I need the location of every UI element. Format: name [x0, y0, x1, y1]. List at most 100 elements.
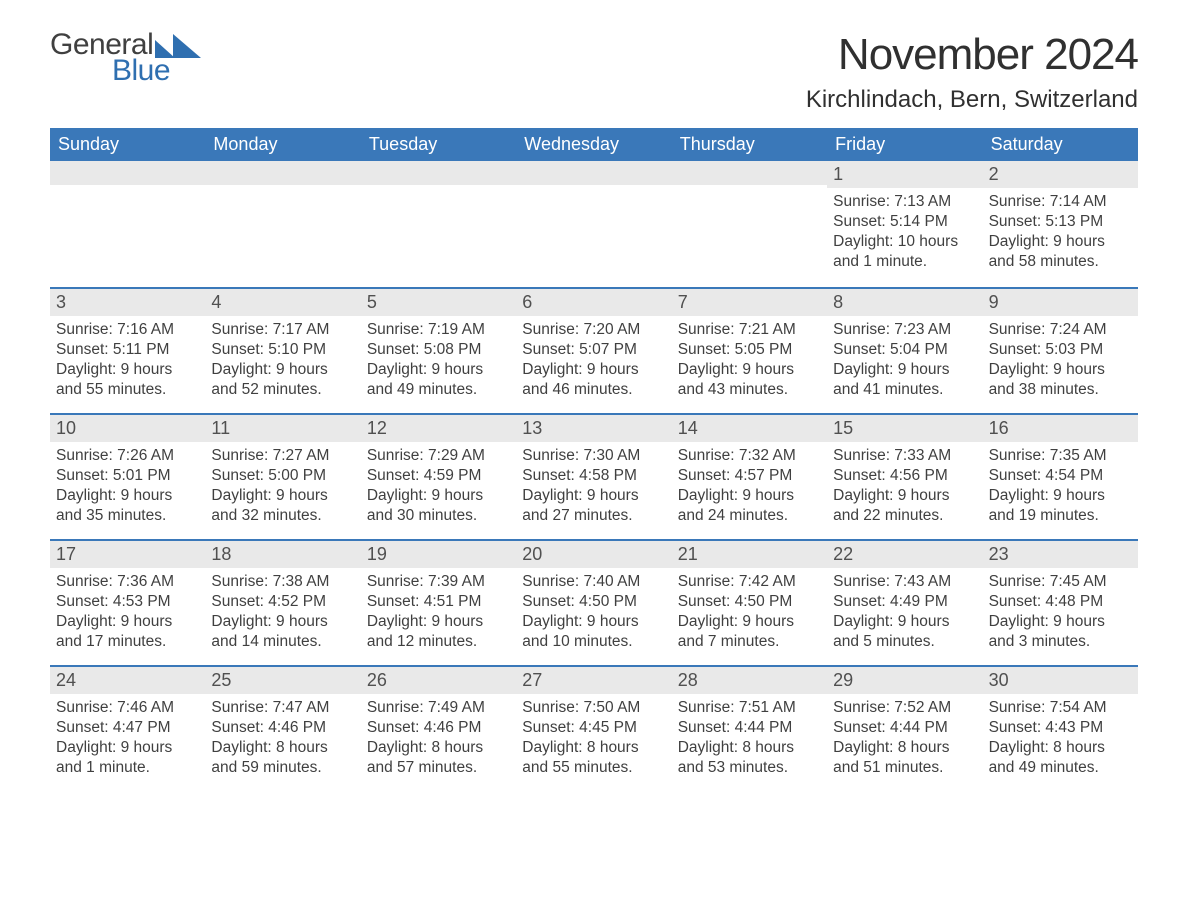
day-number: 2 — [983, 161, 1138, 188]
daylight-line: Daylight: 9 hours and 35 minutes. — [56, 486, 199, 526]
calendar-cell: 15Sunrise: 7:33 AMSunset: 4:56 PMDayligh… — [827, 413, 982, 539]
daylight-line: Daylight: 8 hours and 53 minutes. — [678, 738, 821, 778]
day-number: 26 — [361, 667, 516, 694]
day-number — [361, 161, 516, 185]
calendar-cell: 13Sunrise: 7:30 AMSunset: 4:58 PMDayligh… — [516, 413, 671, 539]
calendar-cell: 9Sunrise: 7:24 AMSunset: 5:03 PMDaylight… — [983, 287, 1138, 413]
logo-triangle-icon — [173, 34, 201, 58]
day-number: 9 — [983, 289, 1138, 316]
day-number: 17 — [50, 541, 205, 568]
daylight-line: Daylight: 9 hours and 27 minutes. — [522, 486, 665, 526]
sunset-line: Sunset: 5:04 PM — [833, 340, 976, 360]
calendar-cell-empty — [516, 161, 671, 287]
sunset-line: Sunset: 5:01 PM — [56, 466, 199, 486]
weekday-header: Saturday — [983, 128, 1138, 161]
month-title: November 2024 — [806, 30, 1138, 80]
sunrise-line: Sunrise: 7:26 AM — [56, 446, 199, 466]
daylight-line: Daylight: 9 hours and 49 minutes. — [367, 360, 510, 400]
logo: General Blue — [50, 30, 201, 86]
weekday-header: Monday — [205, 128, 360, 161]
calendar-cell: 4Sunrise: 7:17 AMSunset: 5:10 PMDaylight… — [205, 287, 360, 413]
sunrise-line: Sunrise: 7:14 AM — [989, 192, 1132, 212]
sunrise-line: Sunrise: 7:19 AM — [367, 320, 510, 340]
sunrise-line: Sunrise: 7:50 AM — [522, 698, 665, 718]
sunrise-line: Sunrise: 7:52 AM — [833, 698, 976, 718]
daylight-line: Daylight: 9 hours and 19 minutes. — [989, 486, 1132, 526]
daylight-line: Daylight: 8 hours and 59 minutes. — [211, 738, 354, 778]
sunset-line: Sunset: 4:58 PM — [522, 466, 665, 486]
day-number — [672, 161, 827, 185]
sunset-line: Sunset: 4:47 PM — [56, 718, 199, 738]
day-number: 19 — [361, 541, 516, 568]
calendar-cell-empty — [205, 161, 360, 287]
daylight-line: Daylight: 9 hours and 7 minutes. — [678, 612, 821, 652]
day-number: 23 — [983, 541, 1138, 568]
sunrise-line: Sunrise: 7:47 AM — [211, 698, 354, 718]
daylight-line: Daylight: 9 hours and 38 minutes. — [989, 360, 1132, 400]
daylight-line: Daylight: 8 hours and 57 minutes. — [367, 738, 510, 778]
weekday-header: Tuesday — [361, 128, 516, 161]
daylight-line: Daylight: 9 hours and 17 minutes. — [56, 612, 199, 652]
day-number: 16 — [983, 415, 1138, 442]
sunrise-line: Sunrise: 7:40 AM — [522, 572, 665, 592]
sunset-line: Sunset: 5:11 PM — [56, 340, 199, 360]
day-number: 14 — [672, 415, 827, 442]
daylight-line: Daylight: 9 hours and 30 minutes. — [367, 486, 510, 526]
calendar-cell: 23Sunrise: 7:45 AMSunset: 4:48 PMDayligh… — [983, 539, 1138, 665]
weekday-header: Wednesday — [516, 128, 671, 161]
day-number: 24 — [50, 667, 205, 694]
sunset-line: Sunset: 4:51 PM — [367, 592, 510, 612]
calendar-cell: 7Sunrise: 7:21 AMSunset: 5:05 PMDaylight… — [672, 287, 827, 413]
day-number: 28 — [672, 667, 827, 694]
calendar-cell: 18Sunrise: 7:38 AMSunset: 4:52 PMDayligh… — [205, 539, 360, 665]
sunrise-line: Sunrise: 7:43 AM — [833, 572, 976, 592]
day-number: 10 — [50, 415, 205, 442]
day-number: 12 — [361, 415, 516, 442]
sunset-line: Sunset: 5:07 PM — [522, 340, 665, 360]
calendar-cell: 27Sunrise: 7:50 AMSunset: 4:45 PMDayligh… — [516, 665, 671, 791]
calendar-cell: 28Sunrise: 7:51 AMSunset: 4:44 PMDayligh… — [672, 665, 827, 791]
sunrise-line: Sunrise: 7:33 AM — [833, 446, 976, 466]
weekday-header: Friday — [827, 128, 982, 161]
sunset-line: Sunset: 4:59 PM — [367, 466, 510, 486]
daylight-line: Daylight: 9 hours and 5 minutes. — [833, 612, 976, 652]
calendar-cell-empty — [672, 161, 827, 287]
daylight-line: Daylight: 8 hours and 49 minutes. — [989, 738, 1132, 778]
day-number: 22 — [827, 541, 982, 568]
sunrise-line: Sunrise: 7:20 AM — [522, 320, 665, 340]
daylight-line: Daylight: 9 hours and 24 minutes. — [678, 486, 821, 526]
day-number: 30 — [983, 667, 1138, 694]
sunset-line: Sunset: 4:44 PM — [678, 718, 821, 738]
daylight-line: Daylight: 10 hours and 1 minute. — [833, 232, 976, 272]
calendar-cell: 5Sunrise: 7:19 AMSunset: 5:08 PMDaylight… — [361, 287, 516, 413]
title-block: November 2024 Kirchlindach, Bern, Switze… — [806, 30, 1138, 114]
daylight-line: Daylight: 9 hours and 10 minutes. — [522, 612, 665, 652]
daylight-line: Daylight: 9 hours and 32 minutes. — [211, 486, 354, 526]
header: General Blue November 2024 Kirchlindach,… — [50, 30, 1138, 114]
daylight-line: Daylight: 9 hours and 41 minutes. — [833, 360, 976, 400]
sunrise-line: Sunrise: 7:32 AM — [678, 446, 821, 466]
calendar-cell: 30Sunrise: 7:54 AMSunset: 4:43 PMDayligh… — [983, 665, 1138, 791]
sunset-line: Sunset: 4:50 PM — [522, 592, 665, 612]
day-number: 20 — [516, 541, 671, 568]
sunset-line: Sunset: 4:49 PM — [833, 592, 976, 612]
sunrise-line: Sunrise: 7:24 AM — [989, 320, 1132, 340]
day-number: 8 — [827, 289, 982, 316]
day-number: 5 — [361, 289, 516, 316]
sunset-line: Sunset: 5:05 PM — [678, 340, 821, 360]
sunset-line: Sunset: 4:54 PM — [989, 466, 1132, 486]
calendar-grid: SundayMondayTuesdayWednesdayThursdayFrid… — [50, 128, 1138, 791]
location: Kirchlindach, Bern, Switzerland — [806, 86, 1138, 114]
sunset-line: Sunset: 4:44 PM — [833, 718, 976, 738]
calendar-cell: 1Sunrise: 7:13 AMSunset: 5:14 PMDaylight… — [827, 161, 982, 287]
weekday-header: Sunday — [50, 128, 205, 161]
sunset-line: Sunset: 5:10 PM — [211, 340, 354, 360]
day-number: 15 — [827, 415, 982, 442]
sunset-line: Sunset: 5:14 PM — [833, 212, 976, 232]
day-number: 25 — [205, 667, 360, 694]
sunrise-line: Sunrise: 7:29 AM — [367, 446, 510, 466]
day-number: 21 — [672, 541, 827, 568]
daylight-line: Daylight: 9 hours and 43 minutes. — [678, 360, 821, 400]
daylight-line: Daylight: 9 hours and 58 minutes. — [989, 232, 1132, 272]
sunset-line: Sunset: 4:45 PM — [522, 718, 665, 738]
